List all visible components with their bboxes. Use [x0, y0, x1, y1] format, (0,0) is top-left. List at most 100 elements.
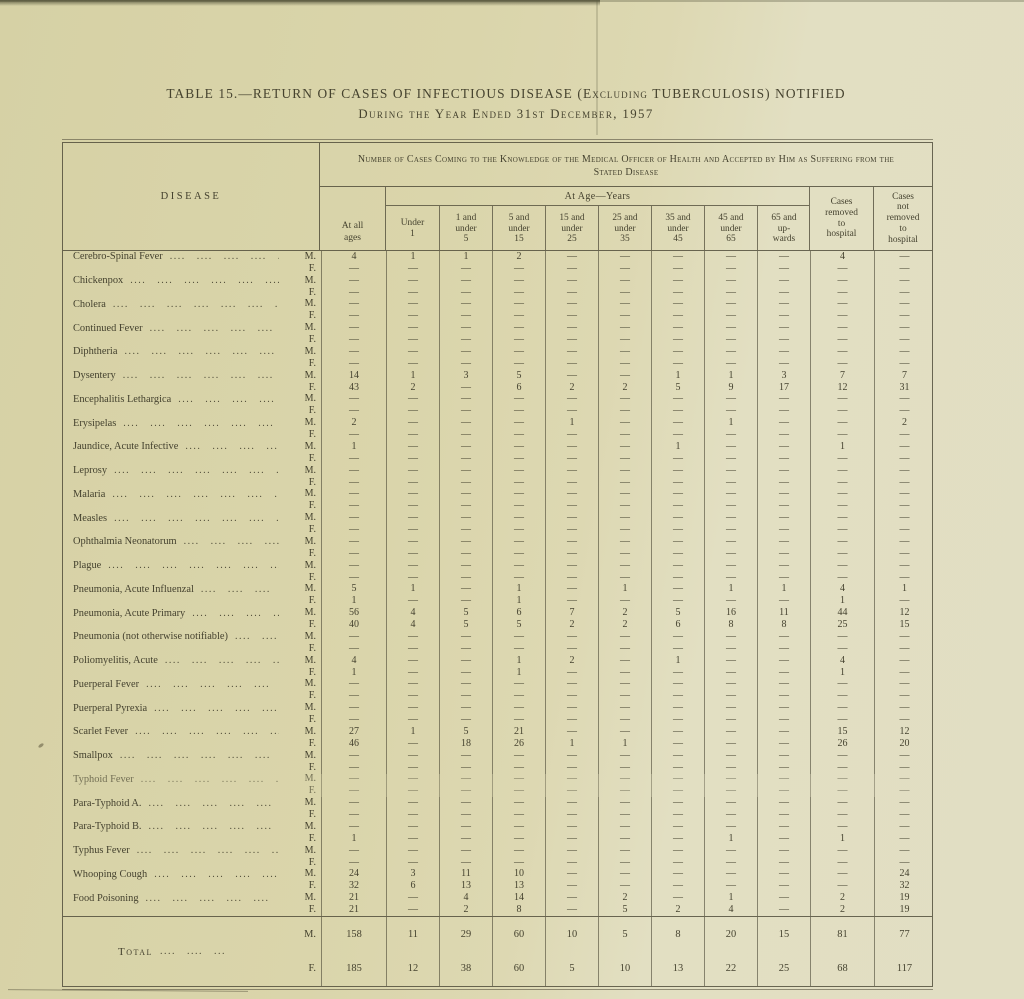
value-cell: — — [651, 773, 704, 798]
value-cell: — — [757, 488, 810, 513]
male-value: 16 [726, 607, 736, 619]
female-value: — [779, 476, 789, 488]
table-row: Para-Typhoid B. .... .... .... .... .... … [63, 821, 932, 845]
female-value: 8 [516, 904, 522, 916]
male-value: 7 [902, 369, 907, 381]
male-value: — [837, 797, 848, 809]
sex-label-cell: M. F. [283, 275, 321, 299]
male-value: — [673, 512, 683, 524]
male-value: — [620, 298, 630, 310]
male-label: M. [304, 892, 316, 904]
female-value: 26 [514, 737, 524, 749]
female-value: — [567, 595, 577, 607]
female-value: — [567, 547, 577, 559]
value-cell: — — [439, 274, 492, 299]
sex-label-cell: M. F. [283, 679, 321, 703]
female-value: — [899, 571, 910, 583]
value-cell: — — [321, 844, 386, 869]
male-value: 7 [569, 607, 575, 619]
value-cell: — — [386, 298, 439, 323]
male-value: — [567, 488, 577, 500]
total-value-cell: 10 5 [545, 917, 598, 986]
male-value: — [726, 536, 736, 547]
female-value: — [461, 856, 471, 868]
male-value: — [349, 559, 359, 571]
male-value: 3 [463, 369, 469, 381]
value-cell: — — [545, 346, 598, 370]
male-value: — [567, 844, 577, 856]
female-value: 2 [569, 619, 575, 631]
male-value: — [779, 298, 789, 310]
female-value: — [620, 690, 630, 702]
disease-cell-line: Typhoid Fever .... .... .... .... .... ..… [73, 774, 283, 786]
value-cell: — — [757, 559, 810, 584]
male-value: — [461, 346, 471, 357]
value-cell: — — [598, 631, 651, 655]
female-value: — [726, 761, 736, 773]
female-value: — [726, 334, 736, 346]
value-cell: — — [545, 488, 598, 513]
leader-dots: .... .... .... .... .... .... .... .... … [140, 773, 279, 785]
value-cell: — — [598, 464, 651, 489]
total-female-value: 68 [837, 963, 848, 975]
value-cell: — — [386, 892, 439, 916]
sex-label-cell: M. F. [283, 251, 321, 275]
male-value: — [673, 393, 683, 405]
value-cell: — — [321, 322, 386, 346]
disease-cell: Measles .... .... .... .... .... .... ...… [63, 512, 283, 536]
disease-name: Cholera [73, 298, 106, 310]
leader-dots: .... .... .... .... .... .... .... .... … [122, 370, 279, 382]
value-cell: —2 [545, 369, 598, 394]
female-value: 4 [728, 904, 734, 916]
value-cell: — — [386, 536, 439, 560]
female-value: — [837, 856, 848, 868]
value-cell: — — [874, 844, 932, 869]
male-value: — [779, 892, 789, 904]
disease-name: Para-Typhoid A. [73, 797, 142, 809]
male-value: — [899, 844, 910, 856]
female-value: — [461, 666, 471, 678]
male-value: — [461, 559, 471, 571]
table-header: DISEASE Number of Cases Coming to the Kn… [63, 143, 932, 251]
total-female-value: 12 [407, 963, 419, 975]
sex-label-cell: M. F. [283, 726, 321, 750]
female-value: — [620, 262, 630, 274]
male-value: — [779, 702, 789, 714]
disease-column-header: DISEASE [160, 191, 222, 202]
male-value: — [461, 536, 471, 547]
male-value: — [408, 797, 418, 809]
value-cell: — — [545, 844, 598, 869]
female-value: — [461, 832, 471, 844]
male-value: — [899, 298, 910, 310]
title-line-1: TABLE 15.—RETURN OF CASES OF INFECTIOUS … [166, 86, 846, 101]
value-cell: — — [492, 322, 545, 346]
value-cell: — — [598, 868, 651, 893]
female-label: F. [308, 571, 316, 583]
male-value: — [673, 868, 683, 880]
female-value: — [349, 310, 359, 322]
male-value: — [673, 322, 683, 334]
male-value: — [461, 797, 471, 809]
male-value: — [349, 274, 359, 286]
disease-name: Encephalitis Lethargica [73, 393, 172, 405]
value-cell: — — [386, 559, 439, 584]
female-value: — [779, 642, 789, 654]
leader-dots: .... .... .... .... .... .... .... .... … [148, 797, 279, 809]
disease-name: Erysipelas [73, 417, 117, 429]
value-cell: 24 32 [321, 868, 386, 893]
male-value: — [567, 749, 577, 761]
value-cell: — — [321, 631, 386, 655]
male-value: — [567, 441, 577, 452]
total-male-value: 8 [675, 928, 681, 940]
female-value: 6 [675, 619, 681, 631]
female-label: F. [308, 904, 316, 916]
sex-label-cell: M. F. [283, 489, 321, 513]
table-row: Plague .... .... .... .... .... .... ....… [63, 559, 932, 584]
value-cell: — — [704, 844, 757, 869]
male-value: — [726, 797, 736, 809]
value-cell: — — [810, 702, 874, 726]
female-label: F. [308, 856, 316, 868]
